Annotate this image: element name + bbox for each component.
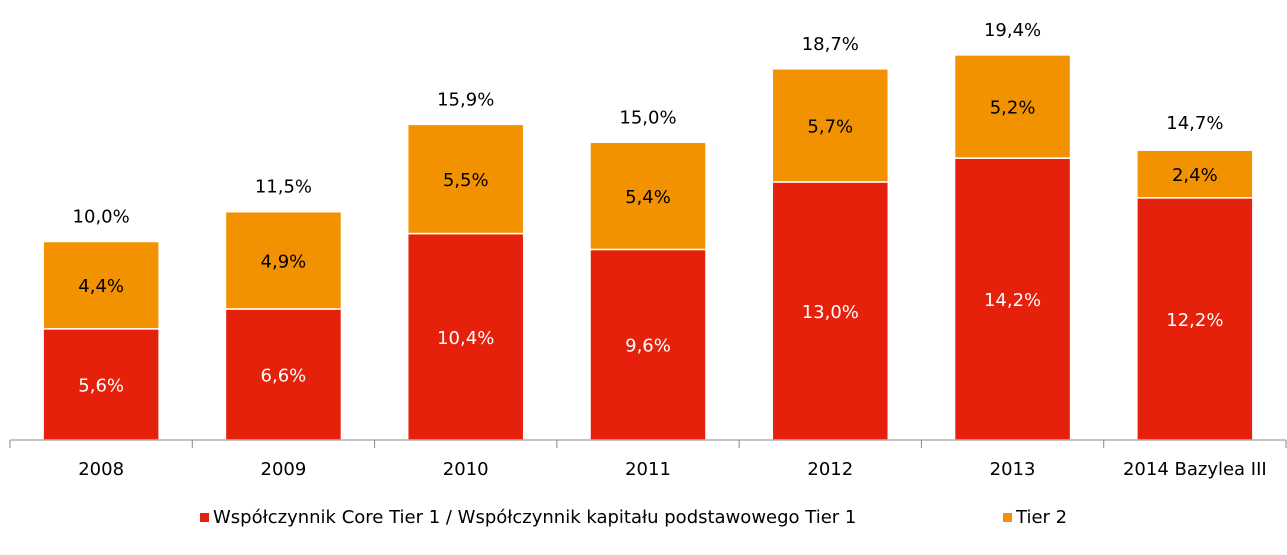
total-label: 19,4% xyxy=(984,20,1041,41)
data-label: 4,9% xyxy=(261,251,307,272)
data-label: 5,2% xyxy=(990,98,1036,119)
x-tick-label: 2014 Bazylea III xyxy=(1123,459,1267,480)
legend-label: Współczynnik Core Tier 1 / Współczynnik … xyxy=(213,507,856,528)
total-label: 11,5% xyxy=(255,177,312,198)
total-label: 15,0% xyxy=(619,107,676,128)
data-label: 12,2% xyxy=(1166,310,1223,331)
bar-segment xyxy=(224,210,343,310)
total-label: 18,7% xyxy=(802,34,859,55)
x-tick-label: 2009 xyxy=(261,459,307,480)
legend-label: Tier 2 xyxy=(1015,507,1067,528)
data-label: 10,4% xyxy=(437,328,494,349)
x-tick-label: 2012 xyxy=(807,459,853,480)
data-label: 2,4% xyxy=(1172,165,1218,186)
bar-segment xyxy=(406,123,525,235)
x-tick-label: 2008 xyxy=(78,459,124,480)
bar-segment xyxy=(771,68,890,183)
data-label: 14,2% xyxy=(984,290,1041,311)
bar-segment xyxy=(1136,197,1254,441)
bar-segment xyxy=(42,240,160,330)
bar-segment xyxy=(1136,149,1254,199)
legend-swatch xyxy=(200,513,209,522)
x-tick-label: 2010 xyxy=(443,459,489,480)
x-tick-label: 2013 xyxy=(990,459,1036,480)
data-label: 13,0% xyxy=(802,302,859,323)
data-label: 4,4% xyxy=(78,276,124,297)
data-label: 5,7% xyxy=(807,116,853,137)
total-label: 15,9% xyxy=(437,89,494,110)
bar-segment xyxy=(953,157,1072,441)
bar-segment xyxy=(589,141,707,251)
legend-swatch xyxy=(1003,513,1012,522)
total-label: 10,0% xyxy=(73,207,130,228)
bar-segment xyxy=(406,232,525,441)
data-label: 5,6% xyxy=(78,375,124,396)
total-label: 14,7% xyxy=(1166,113,1223,134)
data-label: 6,6% xyxy=(261,365,307,386)
data-label: 5,4% xyxy=(625,187,671,208)
data-label: 5,5% xyxy=(443,170,489,191)
x-tick-label: 2011 xyxy=(625,459,671,480)
bar-segment xyxy=(42,328,160,441)
bar-segment xyxy=(953,54,1072,159)
data-label: 9,6% xyxy=(625,336,671,357)
